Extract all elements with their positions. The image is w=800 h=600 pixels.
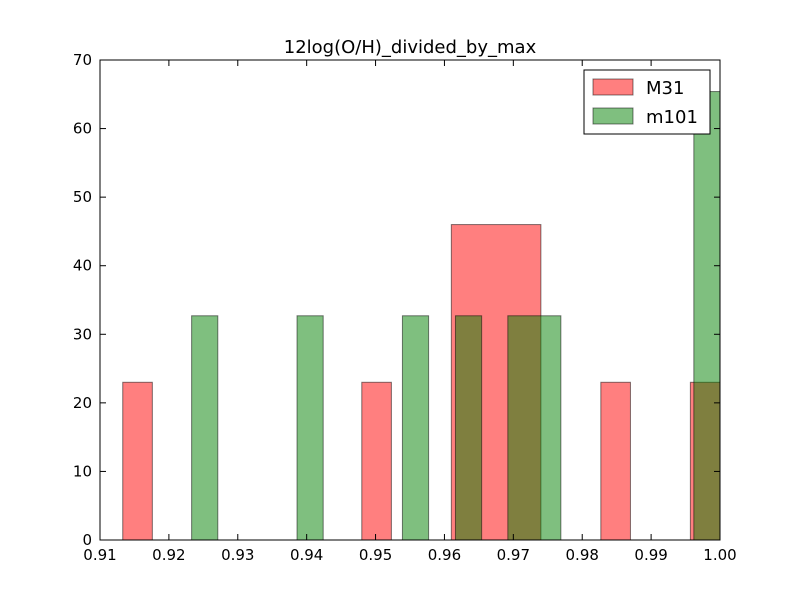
x-tick-label: 0.91 [83, 546, 116, 564]
y-tick-label: 30 [73, 325, 92, 343]
y-tick-label: 10 [73, 462, 92, 480]
y-tick-label: 40 [73, 257, 92, 275]
x-tick-label: 1.00 [703, 546, 736, 564]
x-tick-label: 0.98 [566, 546, 599, 564]
bar-m101-5 [693, 91, 721, 541]
x-tick-label: 0.92 [152, 546, 185, 564]
y-tick-label: 20 [73, 394, 92, 412]
x-tick-label: 0.93 [221, 546, 254, 564]
plot-border [99, 59, 721, 541]
x-tick-label: 0.94 [290, 546, 323, 564]
x-tick-label: 0.99 [634, 546, 667, 564]
y-tick-label: 0 [82, 531, 92, 549]
bar-m101-0 [191, 315, 219, 541]
plot-frame [99, 59, 721, 541]
x-tick-label: 0.96 [428, 546, 461, 564]
bar-m101-4 [507, 315, 562, 541]
x-tick-label: 0.97 [497, 546, 530, 564]
legend-swatch-m31 [592, 78, 634, 96]
bar-m31-0 [122, 381, 153, 541]
y-tick-label: 70 [73, 51, 92, 69]
bar-m31-3 [600, 381, 631, 541]
bar-m101-1 [296, 315, 324, 541]
legend-swatch-m101 [592, 107, 634, 125]
y-axis: 0 10 20 30 40 50 60 70 [73, 51, 720, 549]
bar-m101-3 [454, 315, 483, 541]
y-tick-label: 60 [73, 120, 92, 138]
legend-label-m101: m101 [646, 107, 698, 128]
bar-m101-2 [401, 315, 430, 541]
bars-layer [122, 91, 721, 541]
x-tick-label: 0.95 [359, 546, 392, 564]
chart-title: 12log(O/H)_divided_by_max [284, 37, 537, 58]
bar-m31-1 [361, 381, 392, 541]
y-tick-label: 50 [73, 188, 92, 206]
x-axis: 0.91 0.92 0.93 0.94 0.95 0.96 0.97 0.98 0.99 1.00 [83, 60, 737, 564]
legend: M31 m101 [583, 69, 711, 135]
legend-label-m31: M31 [646, 78, 684, 99]
